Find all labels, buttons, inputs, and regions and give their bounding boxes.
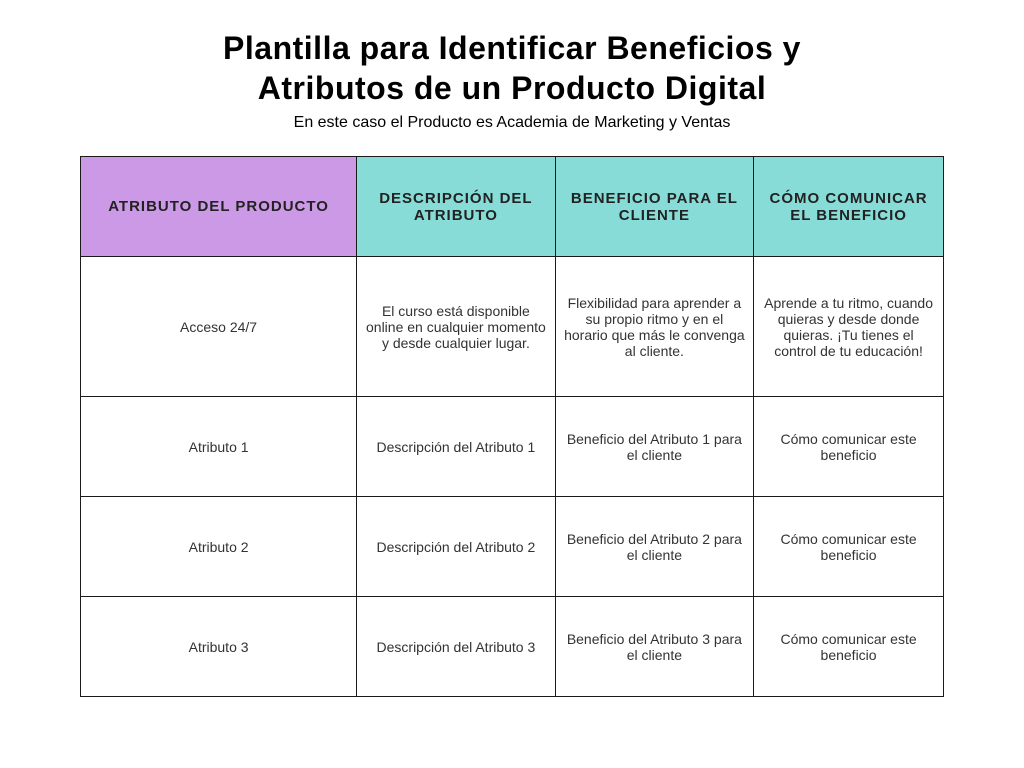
page-title: Plantilla para Identificar Beneficios y … (80, 28, 944, 108)
table-header-row: ATRIBUTO DEL PRODUCTO DESCRIPCIÓN DEL AT… (81, 157, 944, 257)
cell-communicate: Cómo comunicar este beneficio (754, 397, 944, 497)
cell-communicate: Cómo comunicar este beneficio (754, 597, 944, 697)
table-row: Atributo 3 Descripción del Atributo 3 Be… (81, 597, 944, 697)
col-header-attribute: ATRIBUTO DEL PRODUCTO (81, 157, 357, 257)
col-header-description: DESCRIPCIÓN DEL ATRIBUTO (357, 157, 555, 257)
cell-attribute: Atributo 1 (81, 397, 357, 497)
col-header-benefit: BENEFICIO PARA EL CLIENTE (555, 157, 753, 257)
cell-attribute: Atributo 3 (81, 597, 357, 697)
attributes-table: ATRIBUTO DEL PRODUCTO DESCRIPCIÓN DEL AT… (80, 156, 944, 697)
cell-benefit: Beneficio del Atributo 2 para el cliente (555, 497, 753, 597)
table-row: Atributo 2 Descripción del Atributo 2 Be… (81, 497, 944, 597)
cell-communicate: Aprende a tu ritmo, cuando quieras y des… (754, 257, 944, 397)
cell-attribute: Atributo 2 (81, 497, 357, 597)
title-line-1: Plantilla para Identificar Beneficios y (223, 30, 801, 66)
cell-benefit: Flexibilidad para aprender a su propio r… (555, 257, 753, 397)
cell-benefit: Beneficio del Atributo 3 para el cliente (555, 597, 753, 697)
col-header-communicate: CÓMO COMUNICAR EL BENEFICIO (754, 157, 944, 257)
cell-communicate: Cómo comunicar este beneficio (754, 497, 944, 597)
page-subtitle: En este caso el Producto es Academia de … (80, 114, 944, 132)
table-row: Acceso 24/7 El curso está disponible onl… (81, 257, 944, 397)
cell-description: Descripción del Atributo 1 (357, 397, 555, 497)
table-row: Atributo 1 Descripción del Atributo 1 Be… (81, 397, 944, 497)
cell-description: Descripción del Atributo 2 (357, 497, 555, 597)
page-container: Plantilla para Identificar Beneficios y … (0, 0, 1024, 768)
title-line-2: Atributos de un Producto Digital (258, 70, 766, 106)
cell-benefit: Beneficio del Atributo 1 para el cliente (555, 397, 753, 497)
cell-attribute: Acceso 24/7 (81, 257, 357, 397)
cell-description: Descripción del Atributo 3 (357, 597, 555, 697)
cell-description: El curso está disponible online en cualq… (357, 257, 555, 397)
